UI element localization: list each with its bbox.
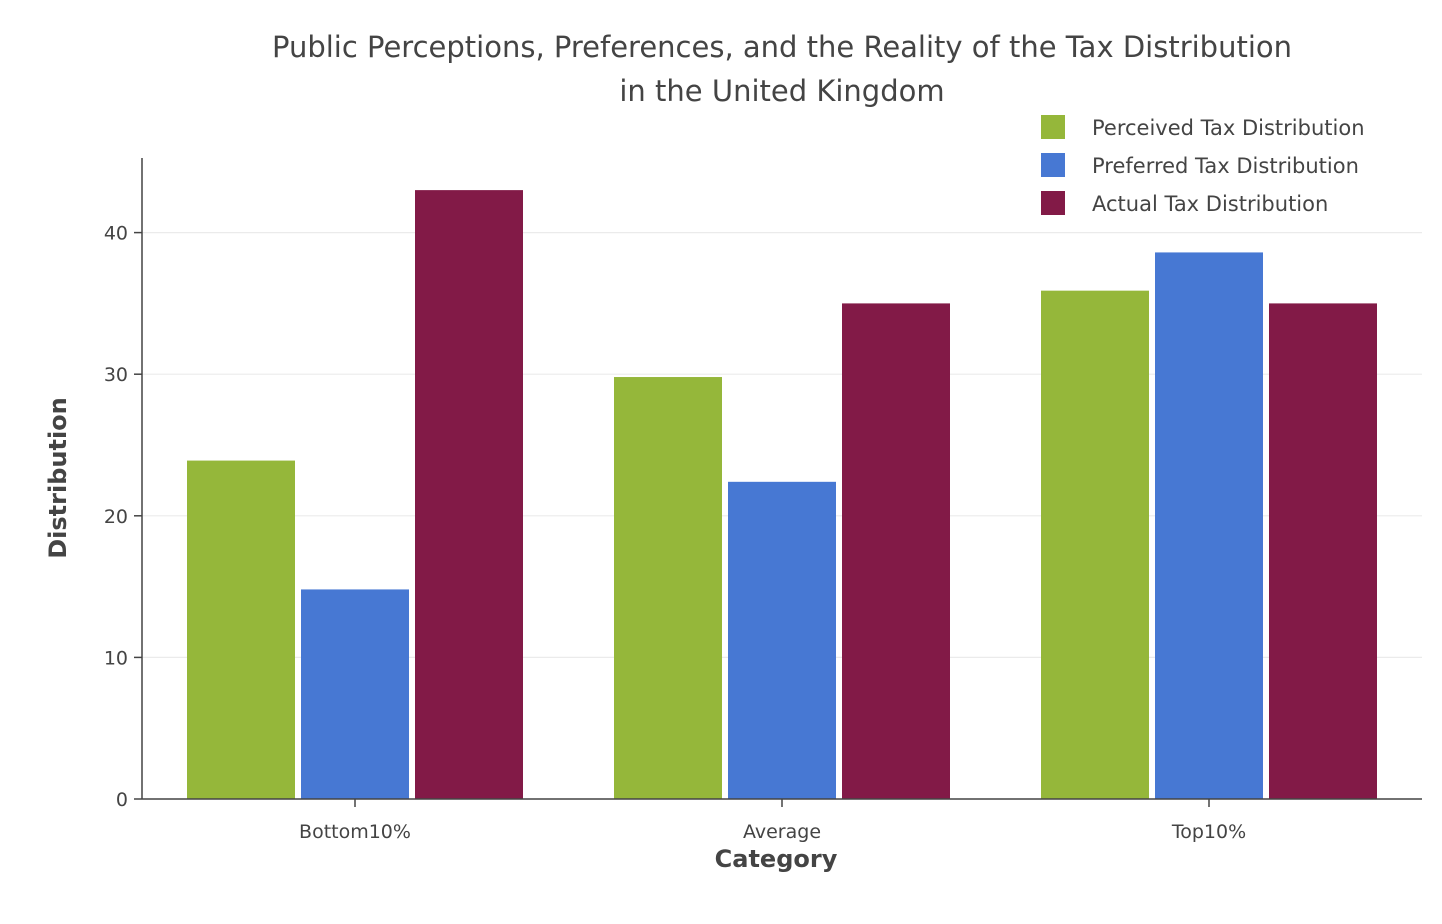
x-axis-ticks: Bottom10% Average Top10% (299, 799, 1246, 843)
bar (187, 460, 295, 799)
bar (415, 190, 523, 799)
bar (1269, 303, 1377, 799)
y-tick-label: 0 (116, 789, 128, 811)
legend-swatch (1041, 191, 1065, 215)
bar (842, 303, 950, 799)
legend-label: Actual Tax Distribution (1092, 192, 1328, 216)
x-tick-label: Average (743, 821, 821, 843)
bar (1155, 252, 1263, 799)
chart-title-line-2: in the United Kingdom (619, 74, 944, 108)
bar (1041, 290, 1149, 799)
bar (614, 377, 722, 799)
bar (728, 481, 836, 799)
x-tick-label: Top10% (1171, 821, 1246, 843)
y-tick-label: 20 (104, 506, 128, 528)
legend-swatch (1041, 153, 1065, 177)
y-axis-title: Distribution (44, 397, 72, 559)
chart-title-line-1: Public Perceptions, Preferences, and the… (272, 30, 1292, 64)
bar (301, 589, 409, 799)
x-axis-title: Category (715, 845, 838, 873)
legend: Perceived Tax Distribution Preferred Tax … (1041, 115, 1365, 216)
y-tick-label: 40 (104, 223, 128, 245)
y-tick-label: 30 (104, 364, 128, 386)
legend-swatch (1041, 115, 1065, 139)
y-axis-ticks: 0 10 20 30 40 (104, 223, 142, 811)
x-tick-label: Bottom10% (299, 821, 411, 843)
y-tick-label: 10 (104, 647, 128, 669)
legend-label: Preferred Tax Distribution (1092, 154, 1359, 178)
bar-series-group (187, 190, 1377, 799)
legend-label: Perceived Tax Distribution (1092, 116, 1365, 140)
